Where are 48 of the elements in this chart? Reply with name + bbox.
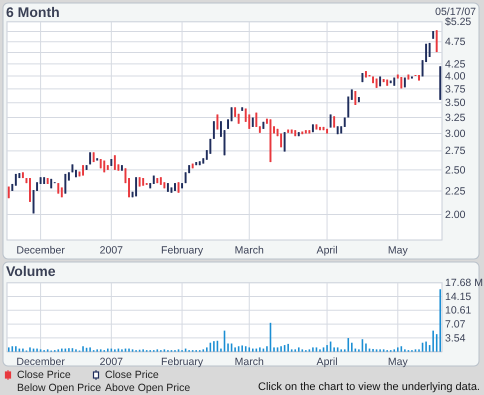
candlestick — [100, 158, 102, 169]
chart-title: 6 Month — [6, 4, 60, 20]
legend-label: Close Price Below Open Price — [17, 369, 102, 394]
y-tick-label: 4.75 — [445, 36, 466, 48]
y-tick-label: 3.50 — [445, 97, 466, 110]
x-tick-label: May — [388, 244, 408, 256]
y-tick-label: 10.61 — [445, 304, 472, 317]
x-tick-label: 2007 — [100, 356, 124, 368]
x-tick-label: February — [161, 356, 204, 368]
chart-title: Volume — [6, 263, 56, 279]
candlestick — [89, 152, 92, 165]
x-tick-label: December — [16, 244, 66, 256]
candlestick — [212, 120, 215, 140]
candlestick — [114, 154, 116, 170]
y-tick-label: 4.00 — [445, 70, 466, 82]
candlestick — [379, 76, 382, 87]
x-tick-label: December — [16, 356, 66, 368]
candlestick — [404, 77, 406, 88]
legend-label: Close Price Above Open Price — [105, 369, 190, 394]
x-tick-label: February — [161, 244, 204, 256]
candlestick — [280, 132, 282, 148]
x-tick-label: May — [388, 356, 408, 368]
candlestick — [376, 78, 378, 88]
x-tick-label: March — [234, 356, 264, 368]
x-tick-label: 2007 — [100, 244, 124, 256]
y-tick-label: $5.25 — [445, 16, 472, 28]
y-tick-label: 3.00 — [445, 128, 466, 140]
candlestick — [400, 76, 402, 89]
y-tick-label: 14.15 — [445, 290, 472, 303]
candlestick — [135, 176, 138, 197]
y-tick-label: 2.00 — [445, 208, 466, 221]
candlestick — [354, 90, 356, 106]
y-tick-label: 2.75 — [445, 145, 466, 158]
y-tick-label: 2.50 — [445, 164, 466, 176]
x-tick-label: April — [316, 244, 338, 256]
x-tick-label: March — [234, 244, 264, 256]
y-tick-label: 4.25 — [445, 58, 466, 70]
y-tick-label: 3.75 — [445, 83, 466, 96]
y-tick-label: 2.25 — [445, 185, 466, 198]
y-tick-label: 3.25 — [445, 112, 466, 124]
x-tick-label: April — [316, 356, 338, 368]
y-tick-label: 17.68 M — [445, 277, 483, 290]
candlestick — [284, 132, 286, 152]
y-tick-label: 3.54 — [445, 332, 466, 344]
y-tick-label: 7.07 — [445, 318, 466, 330]
candlestick — [244, 108, 247, 122]
text: Click on the chart to view the underlying data. — [258, 381, 480, 393]
chart-subtitle: 05/17/07 — [435, 6, 476, 18]
